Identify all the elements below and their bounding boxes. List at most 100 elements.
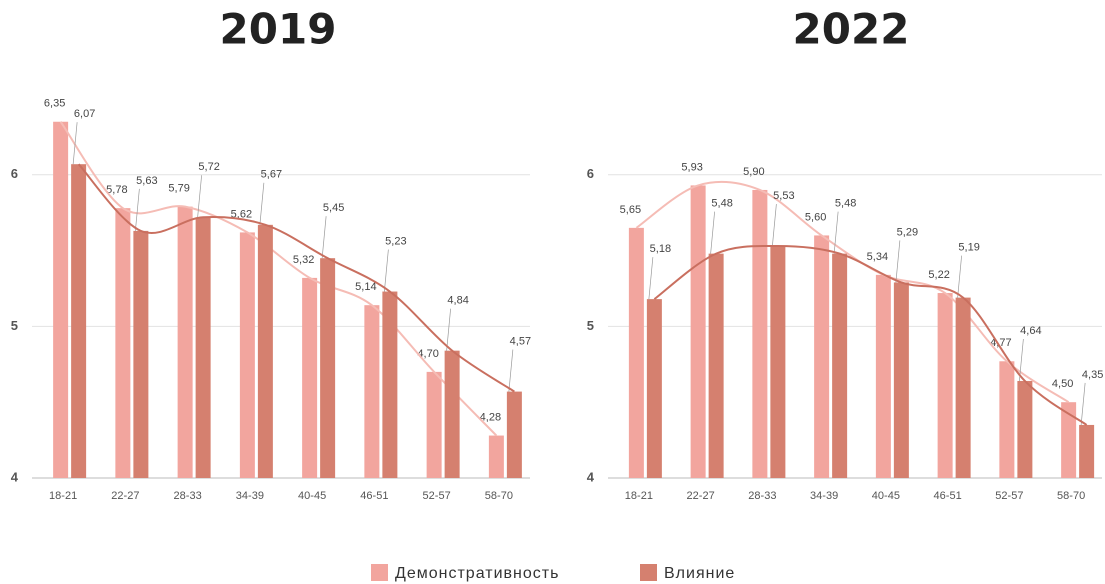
data-label: 5,32 bbox=[293, 254, 314, 266]
y-tick-label: 4 bbox=[587, 469, 595, 484]
x-tick-label: 46-51 bbox=[934, 490, 962, 502]
bar bbox=[893, 282, 909, 478]
bar bbox=[195, 217, 211, 479]
bar bbox=[71, 164, 87, 479]
data-label: 5,23 bbox=[385, 235, 406, 247]
x-tick-label: 46-51 bbox=[360, 490, 388, 502]
data-label: 5,78 bbox=[106, 184, 127, 196]
leader-line bbox=[895, 240, 901, 283]
x-tick-label: 40-45 bbox=[298, 490, 326, 502]
data-label: 5,18 bbox=[650, 243, 671, 255]
bar bbox=[1017, 380, 1033, 478]
bar bbox=[999, 361, 1015, 478]
x-tick-label: 28-33 bbox=[174, 490, 202, 502]
data-label: 5,48 bbox=[835, 198, 856, 210]
data-label: 5,60 bbox=[805, 211, 826, 223]
data-label: 5,45 bbox=[323, 202, 344, 214]
leader-line bbox=[446, 308, 451, 351]
x-tick-label: 18-21 bbox=[625, 490, 653, 502]
chart-title: 2022 bbox=[793, 5, 910, 54]
leader-line bbox=[259, 182, 265, 225]
data-label: 5,63 bbox=[136, 175, 157, 187]
trend-line bbox=[77, 163, 515, 393]
data-label: 5,79 bbox=[168, 183, 189, 195]
bar bbox=[506, 391, 522, 478]
data-label: 5,48 bbox=[711, 198, 732, 210]
bar bbox=[646, 299, 662, 478]
leader-line bbox=[384, 249, 389, 292]
trend-line bbox=[59, 121, 498, 437]
bar bbox=[177, 206, 193, 479]
data-label: 6,07 bbox=[74, 108, 95, 120]
bar bbox=[814, 235, 830, 478]
bar bbox=[628, 227, 644, 478]
bar bbox=[320, 258, 336, 478]
data-label: 4,35 bbox=[1082, 369, 1103, 381]
leader-line bbox=[710, 211, 715, 254]
x-tick-label: 22-27 bbox=[687, 490, 715, 502]
data-label: 4,28 bbox=[480, 411, 501, 423]
bar bbox=[382, 291, 398, 478]
leader-line bbox=[833, 211, 839, 254]
legend-swatch bbox=[640, 564, 657, 581]
bar bbox=[708, 253, 724, 478]
data-label: 5,93 bbox=[681, 161, 702, 173]
bar bbox=[937, 293, 953, 478]
bar bbox=[1079, 424, 1095, 478]
leader-line bbox=[321, 216, 327, 259]
y-tick-label: 4 bbox=[11, 469, 19, 484]
bar bbox=[832, 253, 848, 478]
bar bbox=[1061, 402, 1077, 478]
bar bbox=[257, 224, 273, 478]
leader-line bbox=[72, 122, 78, 165]
x-tick-label: 58-70 bbox=[485, 490, 513, 502]
data-label: 5,19 bbox=[958, 242, 979, 254]
y-tick-label: 6 bbox=[11, 166, 18, 181]
data-label: 4,57 bbox=[510, 335, 531, 347]
x-tick-label: 52-57 bbox=[423, 490, 451, 502]
bar bbox=[364, 305, 380, 478]
data-label: 5,62 bbox=[231, 208, 252, 220]
data-label: 5,65 bbox=[620, 204, 641, 216]
data-label: 5,29 bbox=[897, 226, 918, 238]
bar bbox=[770, 246, 786, 478]
bar bbox=[752, 189, 768, 478]
data-label: 6,35 bbox=[44, 98, 65, 110]
data-label: 5,22 bbox=[928, 269, 949, 281]
bar bbox=[690, 185, 706, 479]
bar bbox=[239, 232, 255, 478]
x-tick-label: 18-21 bbox=[49, 490, 77, 502]
bar bbox=[955, 297, 971, 478]
legend-swatch bbox=[371, 564, 388, 581]
y-tick-label: 5 bbox=[587, 318, 594, 333]
leader-line bbox=[648, 257, 654, 300]
leader-line bbox=[1080, 382, 1086, 425]
x-tick-label: 34-39 bbox=[236, 490, 264, 502]
data-label: 4,70 bbox=[417, 348, 438, 360]
chart-title: 2019 bbox=[220, 5, 337, 54]
leader-line bbox=[508, 349, 514, 392]
leader-line bbox=[957, 255, 962, 298]
data-label: 5,53 bbox=[773, 190, 794, 202]
bar bbox=[53, 121, 69, 479]
bar bbox=[488, 435, 504, 478]
leader-line bbox=[135, 188, 140, 231]
data-label: 5,90 bbox=[743, 166, 764, 178]
data-label: 4,84 bbox=[447, 295, 468, 307]
bar bbox=[302, 277, 318, 478]
bar bbox=[133, 230, 149, 478]
x-tick-label: 22-27 bbox=[111, 490, 139, 502]
y-tick-label: 6 bbox=[587, 166, 594, 181]
data-label: 4,50 bbox=[1052, 378, 1073, 390]
data-label: 5,72 bbox=[198, 161, 219, 173]
x-tick-label: 34-39 bbox=[810, 490, 838, 502]
leader-line bbox=[197, 175, 202, 218]
bar bbox=[875, 274, 891, 478]
bar bbox=[426, 371, 442, 478]
x-tick-label: 52-57 bbox=[995, 490, 1023, 502]
legend-label: Влияние bbox=[664, 565, 735, 582]
trend-line bbox=[653, 244, 1088, 426]
data-label: 5,34 bbox=[867, 251, 888, 263]
x-tick-label: 58-70 bbox=[1057, 490, 1085, 502]
